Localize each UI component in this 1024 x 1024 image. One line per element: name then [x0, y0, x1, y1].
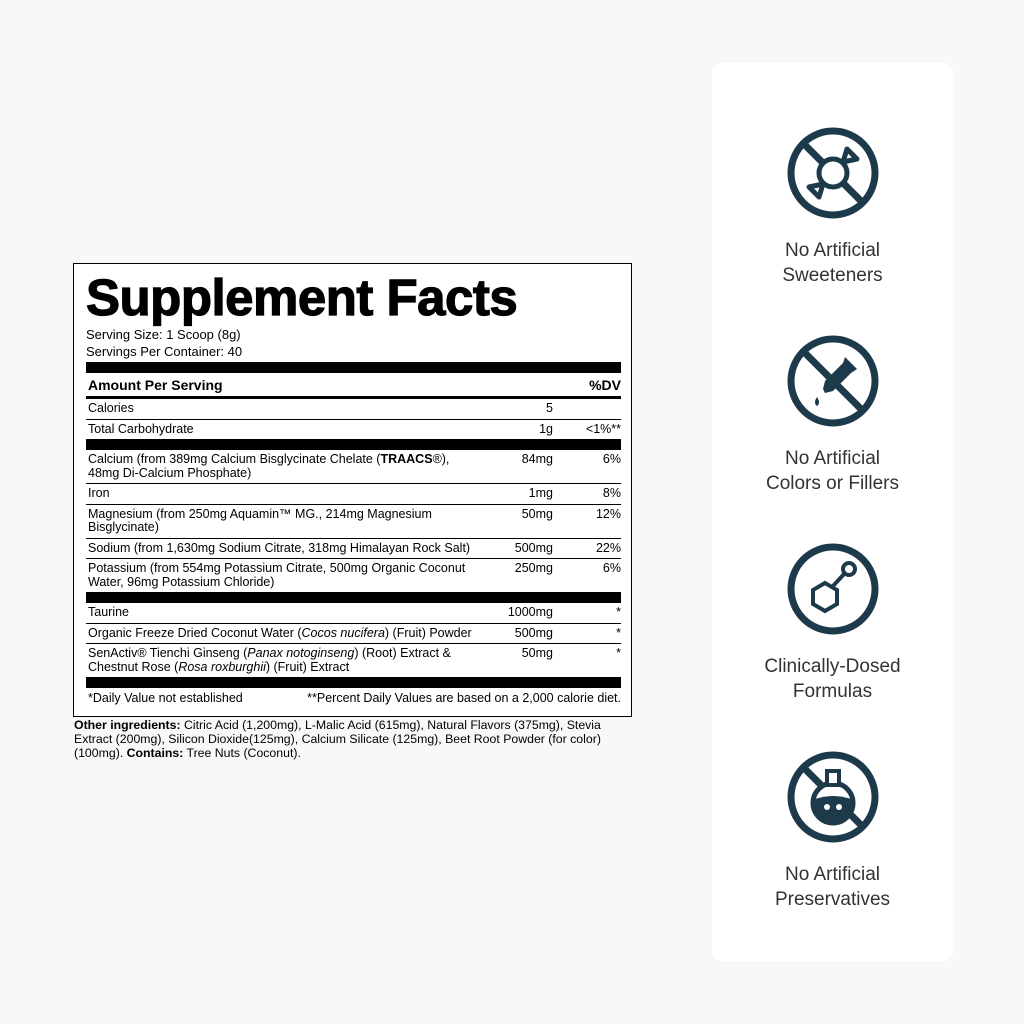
- nutrient-amount: 1mg: [528, 486, 553, 500]
- nutrient-amount: 500mg: [514, 625, 553, 640]
- no-candy-icon: [787, 127, 878, 219]
- nutrient-dv: *: [616, 625, 621, 640]
- supplement-facts-label: Supplement Facts Serving Size: 1 Scoop (…: [73, 263, 632, 717]
- footnote-percent: **Percent Daily Values are based on a 2,…: [307, 691, 621, 705]
- nutrient-row: Iron 1mg 8%: [86, 484, 621, 505]
- feature-line2: Preservatives: [774, 889, 891, 910]
- features-card: No Artificial Sweeteners No Artificial Colo…: [712, 63, 953, 961]
- nutrient-name: Calories: [88, 401, 134, 415]
- table-header: Amount Per Serving %DV: [86, 373, 621, 396]
- nutrient-amount: 250mg: [514, 561, 553, 575]
- nutrient-dv: *: [616, 605, 621, 619]
- nutrient-row: Total Carbohydrate 1g <1%**: [86, 420, 621, 440]
- nutrient-row: SenActiv® Tienchi Ginseng (Panax notogin…: [86, 644, 621, 677]
- feature-line1: No Artificial: [784, 864, 881, 885]
- nutrient-amount: 84mg: [521, 452, 553, 466]
- no-dropper-icon: [787, 335, 878, 427]
- nutrient-dv: *: [616, 646, 621, 660]
- feature-item: Clinically-Dosed Formulas: [712, 541, 953, 704]
- nutrient-row: Calories 5: [86, 399, 621, 420]
- label-title: Supplement Facts: [85, 269, 518, 326]
- nutrient-name: Magnesium (from 250mg Aquamin™ MG., 214m…: [88, 506, 432, 534]
- nutrient-dv: 8%: [602, 486, 621, 500]
- nutrient-dv: 12%: [595, 506, 621, 521]
- nutrient-amount: 1g: [539, 421, 553, 436]
- no-flask-icon: [787, 751, 878, 843]
- feature-item: No Artificial Colors or Fillers: [712, 333, 953, 496]
- header-amount: Amount Per Serving: [88, 377, 223, 393]
- divider: [86, 396, 621, 399]
- nutrient-dv: 6%: [602, 452, 621, 466]
- contains-label: Contains:: [126, 746, 184, 760]
- footnote-dv: *Daily Value not established: [88, 691, 243, 705]
- feature-label: Clinically-Dosed Formulas: [712, 654, 953, 704]
- other-ingredients-label: Other ingredients:: [74, 718, 181, 732]
- feature-line2: Sweeteners: [782, 265, 883, 286]
- nutrient-name: Organic Freeze Dried Coconut Water (Coco…: [88, 625, 472, 640]
- nutrient-row: Taurine 1000mg *: [86, 603, 621, 624]
- feature-line2: Formulas: [792, 681, 873, 702]
- contains-text: Tree Nuts (Coconut).: [183, 746, 301, 760]
- nutrient-amount: 1000mg: [507, 605, 553, 619]
- feature-label: No Artificial Preservatives: [712, 862, 953, 912]
- nutrient-row: Calcium (from 389mg Calcium Bisglycinate…: [86, 450, 621, 484]
- nutrient-dv: 22%: [595, 540, 621, 555]
- nutrient-name: Total Carbohydrate: [88, 421, 194, 436]
- nutrient-amount: 50mg: [521, 646, 553, 660]
- nutrient-amount: 50mg: [521, 506, 553, 521]
- molecule-icon: [787, 543, 878, 635]
- divider: [86, 677, 621, 688]
- nutrient-name: Taurine: [88, 605, 129, 619]
- footnotes: *Daily Value not established **Percent Da…: [86, 688, 621, 705]
- feature-line2: Colors or Fillers: [765, 473, 900, 494]
- feature-item: No Artificial Preservatives: [712, 749, 953, 912]
- nutrient-row: Organic Freeze Dried Coconut Water (Coco…: [86, 624, 621, 644]
- nutrient-amount: 500mg: [514, 540, 553, 555]
- feature-line1: Clinically-Dosed: [764, 656, 901, 677]
- divider: [86, 592, 621, 603]
- servings-per-container: Servings Per Container: 40: [86, 344, 243, 359]
- nutrient-dv: <1%**: [585, 421, 621, 436]
- feature-line1: No Artificial: [784, 240, 881, 261]
- nutrient-name: Sodium (from 1,630mg Sodium Citrate, 318…: [88, 540, 471, 555]
- feature-label: No Artificial Sweeteners: [712, 238, 953, 288]
- nutrient-name: Iron: [88, 486, 110, 500]
- other-ingredients: Other ingredients: Citric Acid (1,200mg)…: [74, 718, 634, 760]
- divider: [86, 362, 621, 373]
- nutrient-dv: [553, 402, 621, 416]
- divider: [86, 439, 621, 450]
- nutrient-dv: 6%: [602, 561, 621, 575]
- nutrient-row: Potassium (from 554mg Potassium Citrate,…: [86, 559, 621, 592]
- nutrient-row: Magnesium (from 250mg Aquamin™ MG., 214m…: [86, 505, 621, 539]
- nutrient-name: SenActiv® Tienchi Ginseng (Panax notogin…: [88, 646, 451, 674]
- serving-size: Serving Size: 1 Scoop (8g): [86, 327, 241, 342]
- other-ingredients-text: Citric Acid (1,200mg), L-Malic Acid (615…: [74, 718, 601, 760]
- feature-label: No Artificial Colors or Fillers: [712, 446, 953, 496]
- nutrient-amount: 5: [546, 401, 553, 415]
- nutrient-name: Calcium (from 389mg Calcium Bisglycinate…: [88, 452, 450, 480]
- feature-line1: No Artificial: [784, 448, 881, 469]
- nutrient-row: Sodium (from 1,630mg Sodium Citrate, 318…: [86, 539, 621, 559]
- feature-item: No Artificial Sweeteners: [712, 125, 953, 288]
- nutrient-name: Potassium (from 554mg Potassium Citrate,…: [88, 561, 466, 589]
- header-dv: %DV: [589, 377, 621, 393]
